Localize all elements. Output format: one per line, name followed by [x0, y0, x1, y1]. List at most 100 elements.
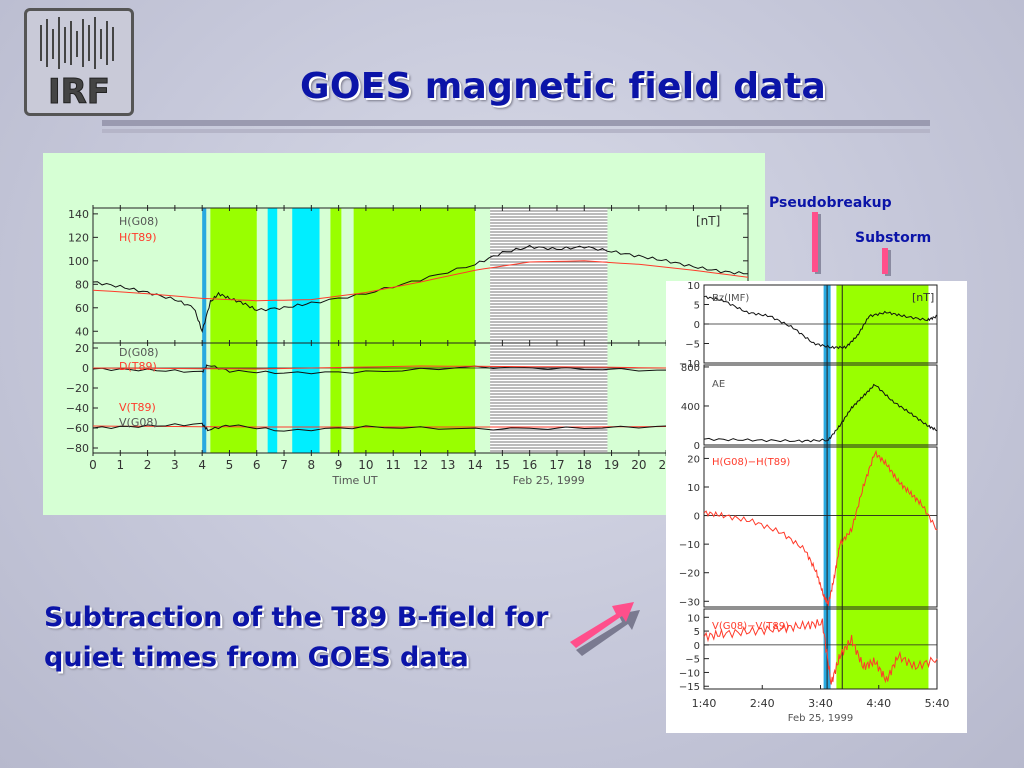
y-tick-label: −20: [679, 569, 700, 580]
x-tick-label: 12: [413, 458, 428, 472]
y-tick-label: 10: [687, 483, 700, 494]
y-tick-label: 800: [681, 363, 700, 374]
unit-label: [nT]: [912, 291, 934, 304]
y-tick-label: 140: [68, 208, 89, 221]
y-tick-label: −5: [685, 655, 700, 666]
pseudobreakup-label: Pseudobreakup: [769, 195, 892, 211]
y-tick-label: −60: [66, 422, 89, 435]
series-line-ae: [704, 383, 938, 443]
y-tick-label: 5: [694, 301, 700, 312]
y-tick-label: −40: [66, 402, 89, 415]
title-divider: [102, 120, 930, 126]
time-band: [330, 208, 342, 453]
y-tick-label: −20: [66, 382, 89, 395]
x-tick-label: 5: [226, 458, 234, 472]
substorm-label: Substorm: [855, 230, 932, 246]
y-tick-label: −80: [66, 442, 89, 455]
legend-h-g08: H(G08): [119, 215, 158, 228]
x-tick-label: 10: [358, 458, 373, 472]
x-tick-label: 3: [171, 458, 179, 472]
x-tick-label: 20: [631, 458, 646, 472]
y-tick-label: −30: [679, 597, 700, 608]
time-band: [836, 285, 929, 689]
title-divider-secondary: [102, 129, 930, 133]
legend-h-t89: H(T89): [119, 231, 157, 244]
slide-title: GOES magnetic field data: [300, 66, 827, 107]
legend-d-g08: D(G08): [119, 346, 159, 359]
x-tick-label: 4:40: [866, 697, 891, 710]
time-band: [292, 208, 320, 453]
y-tick-label: −15: [679, 682, 700, 693]
y-tick-label: 5: [694, 627, 700, 638]
x-tick-label: 19: [604, 458, 619, 472]
y-tick-label: 400: [681, 402, 700, 413]
y-tick-label: 0: [694, 641, 700, 652]
series-line-vg08: [92, 422, 749, 432]
label-h-diff: H(G08)−H(T89): [712, 457, 790, 468]
y-tick-label: −10: [679, 540, 700, 551]
x-tick-label: 0: [89, 458, 97, 472]
legend-d-t89: D(T89): [119, 360, 157, 373]
y-tick-label: 0: [694, 441, 700, 452]
unit-label: [nT]: [696, 214, 720, 228]
label-ae: AE: [712, 379, 725, 390]
label-bz-imf: Bz(IMF): [712, 293, 749, 304]
x-tick-label: 1:40: [692, 697, 717, 710]
series-line-hg08: [92, 244, 748, 334]
x-tick-label: 9: [335, 458, 343, 472]
x-tick-label: 13: [440, 458, 455, 472]
y-tick-label: 20: [75, 342, 89, 355]
series-line-dt89: [92, 365, 749, 370]
panel-frame: [703, 446, 938, 608]
series-line-ht89: [92, 260, 749, 302]
logo-graphic: IRF: [40, 17, 114, 113]
irf-logo: IRF: [24, 8, 134, 116]
x-tick-label: 3:40: [808, 697, 833, 710]
slide-caption: Subtraction of the T89 B-field for quiet…: [44, 598, 548, 678]
x-tick-label: 17: [549, 458, 564, 472]
legend-v-t89: V(T89): [119, 401, 156, 414]
y-tick-label: 0: [694, 320, 700, 331]
x-tick-label: 18: [577, 458, 592, 472]
time-band: [490, 208, 608, 453]
panel-frame: [703, 364, 938, 446]
legend-v-g08: V(G08): [119, 416, 158, 429]
series-line-vg08vt89: [703, 618, 938, 685]
time-band: [267, 208, 278, 453]
y-tick-label: −5: [685, 340, 700, 351]
x-tick-label: 14: [467, 458, 482, 472]
y-tick-label: 40: [75, 325, 89, 338]
y-tick-label: 10: [687, 613, 700, 624]
y-tick-label: 20: [687, 454, 700, 465]
event-zoom-chart-panel: 10 5 0 −5 −10 800 400 0 20 10 0 −10 −20 −30 10 5 0 −5 −10−…: [666, 281, 967, 733]
date-label: Feb 25, 1999: [788, 713, 853, 724]
time-band: [210, 208, 257, 453]
x-tick-label: 15: [495, 458, 510, 472]
x-tick-label: 1: [116, 458, 124, 472]
time-band: [202, 208, 207, 453]
series-line-dg08: [92, 364, 749, 375]
y-tick-label: 100: [68, 255, 89, 268]
x-tick-label: 11: [386, 458, 401, 472]
pseudobreakup-marker: [812, 212, 821, 274]
y-tick-label: 0: [694, 512, 700, 523]
pointer-arrow-icon: [570, 602, 640, 656]
y-tick-label: 120: [68, 231, 89, 244]
goes-daily-chart: 140120100806040200−20−40−60−80H(G08)H(T8…: [66, 205, 749, 487]
time-band: [353, 208, 476, 453]
series-line-bzimf: [704, 295, 938, 350]
y-tick-label: 0: [82, 362, 89, 375]
x-axis-label: Time UT: [331, 474, 377, 487]
x-tick-label: 8: [308, 458, 316, 472]
x-tick-label: 16: [522, 458, 537, 472]
caption-line-2: quiet times from GOES data: [44, 642, 469, 673]
x-tick-label: 2:40: [750, 697, 775, 710]
goes-daily-chart-panel: 140 120 100 80 60 40 20 0 −20 −40 −60 −80 H(G08) H(T8…: [43, 153, 765, 515]
x-tick-label: 7: [280, 458, 288, 472]
y-tick-label: 60: [75, 302, 89, 315]
date-label: Feb 25, 1999: [513, 474, 585, 487]
y-tick-label: 10: [687, 281, 700, 292]
logo-text: IRF: [48, 72, 110, 112]
label-v-diff: V(G08)−V(T89): [712, 621, 789, 632]
y-tick-label: 80: [75, 278, 89, 291]
